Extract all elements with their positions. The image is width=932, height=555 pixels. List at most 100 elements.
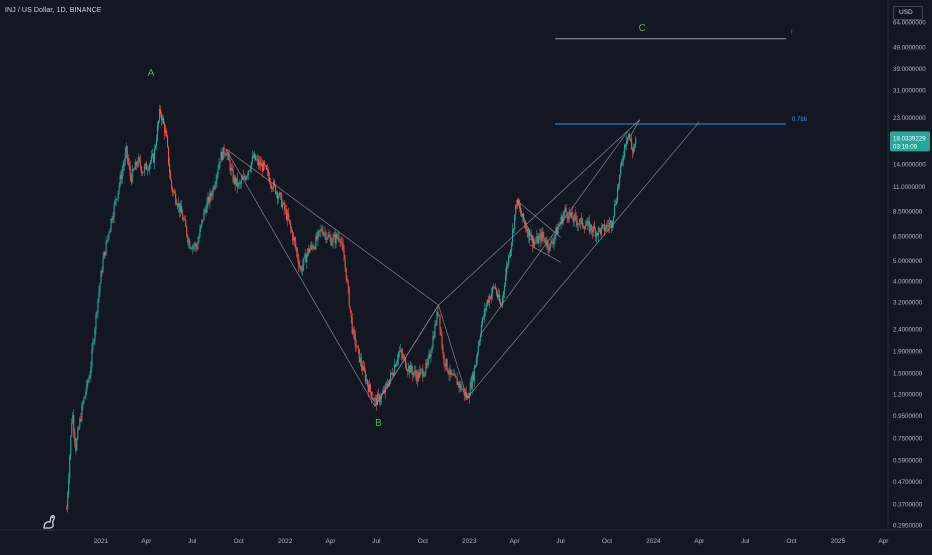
candle-body	[593, 225, 595, 229]
candle-body	[95, 313, 97, 329]
candle-body	[367, 384, 369, 392]
trend-line[interactable]	[529, 244, 561, 263]
candle-body	[617, 188, 619, 201]
candle-body	[476, 353, 478, 359]
candle-body	[150, 155, 152, 162]
candle-body	[404, 357, 406, 359]
candle-body	[307, 248, 309, 255]
candle-body	[279, 192, 281, 197]
candle-body	[494, 286, 497, 290]
candle-body	[579, 219, 581, 224]
candle-body	[607, 225, 610, 227]
candle-body	[573, 214, 575, 222]
y-tick-label: 23.0000000	[893, 115, 926, 122]
candle-body	[268, 176, 271, 184]
wave-label-a[interactable]: A	[148, 68, 155, 79]
currency-button[interactable]: USD	[893, 6, 923, 20]
candle-body	[286, 209, 288, 220]
trend-line[interactable]	[516, 200, 535, 244]
candle-body	[366, 379, 368, 385]
candle-body	[556, 227, 558, 234]
candle-body	[80, 418, 82, 421]
candle-body	[633, 147, 635, 153]
candle-body	[431, 347, 433, 353]
candle-body	[501, 296, 504, 306]
trend-line[interactable]	[225, 148, 439, 306]
candle-body	[66, 509, 68, 510]
candle-body	[275, 192, 278, 194]
candle-body	[319, 230, 321, 232]
candle-body	[79, 418, 81, 428]
candle-body	[441, 334, 443, 349]
candle-body	[525, 224, 527, 229]
candle-body	[480, 325, 482, 336]
candle-body	[452, 373, 454, 376]
trend-line[interactable]	[624, 119, 641, 147]
candle-body	[379, 399, 382, 402]
candle-body	[92, 341, 94, 349]
candle-body	[226, 153, 228, 156]
candle-body	[173, 191, 175, 193]
candle-body	[138, 157, 140, 161]
candle-body	[179, 203, 181, 213]
candle-body	[564, 207, 566, 213]
trend-line[interactable]	[466, 121, 700, 399]
y-tick-label: 14.0000000	[893, 162, 926, 169]
candle-body	[201, 219, 203, 225]
candle-body	[272, 181, 275, 189]
trend-line[interactable]	[516, 200, 561, 238]
candle-body	[284, 202, 286, 210]
candle-body	[121, 170, 123, 180]
candle-body	[320, 228, 322, 232]
candle-body	[106, 240, 108, 242]
candle-body	[188, 240, 190, 243]
candle-body	[401, 350, 403, 354]
trend-line[interactable]	[438, 119, 641, 306]
candle-body	[349, 306, 351, 311]
candle-body	[330, 238, 332, 246]
candle-body	[620, 165, 622, 175]
candle-body	[241, 178, 243, 180]
candle-body	[332, 236, 334, 243]
candle-body	[550, 241, 552, 244]
candle-body	[577, 223, 579, 226]
candle-body	[416, 374, 418, 382]
candle-body	[328, 235, 330, 237]
trend-line[interactable]	[481, 130, 629, 334]
candle-body	[271, 188, 274, 189]
candle-body	[225, 153, 227, 156]
candle-body	[333, 234, 335, 237]
candle-body	[139, 160, 141, 167]
tradingview-logo-icon[interactable]	[40, 511, 60, 531]
candle-body	[87, 381, 89, 382]
candle-body	[505, 274, 507, 286]
candle-body	[543, 236, 545, 239]
candle-body	[486, 299, 488, 305]
candle-body	[621, 161, 623, 166]
wave-label-c[interactable]: C	[639, 23, 646, 34]
candle-body	[174, 191, 176, 193]
symbol-title: INJ / US Dollar, 1D, BINANCE	[5, 7, 102, 14]
candle-body	[344, 260, 346, 268]
candle-body	[433, 336, 435, 338]
candle-body	[309, 249, 311, 253]
candle-body	[310, 245, 312, 250]
candle-body	[130, 176, 132, 183]
candle-body	[376, 394, 378, 406]
candle-body	[340, 241, 342, 243]
candle-body	[193, 245, 195, 247]
candle-body	[270, 184, 273, 189]
candle-body	[125, 146, 127, 154]
candle-body	[137, 157, 139, 166]
candle-body	[529, 229, 531, 240]
y-tick-label: 49.0000000	[893, 44, 926, 51]
candle-body	[464, 392, 466, 396]
candle-body	[68, 478, 70, 495]
candle-body	[588, 220, 590, 232]
wave-label-b[interactable]: B	[375, 418, 382, 429]
candle-body	[361, 366, 363, 371]
candle-body	[70, 435, 72, 457]
candle-body	[418, 372, 420, 378]
